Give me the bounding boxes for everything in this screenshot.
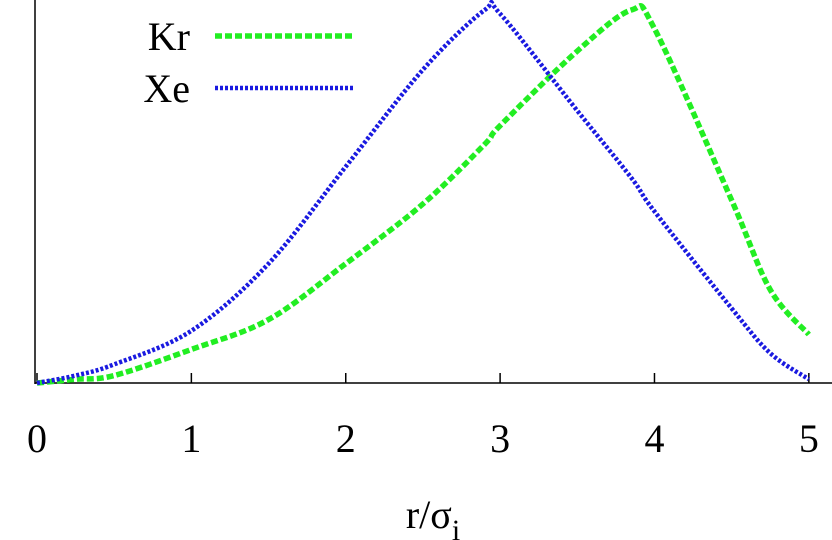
series-line: [36, 0, 811, 386]
x-axis-label: r/σi: [406, 492, 460, 540]
legend-label: Kr: [148, 14, 190, 59]
x-tick-label: 0: [27, 416, 47, 461]
x-tick-label: 4: [644, 416, 664, 461]
x-label-main: r/σ: [406, 492, 452, 537]
legend-label: Xe: [143, 66, 190, 111]
x-tick-label: 2: [336, 416, 356, 461]
x-tick-label: 3: [490, 416, 510, 461]
series-line: [36, 3, 811, 386]
x-label-subscript: i: [452, 514, 460, 540]
x-tick-label: 5: [799, 416, 819, 461]
x-tick-label: 1: [181, 416, 201, 461]
